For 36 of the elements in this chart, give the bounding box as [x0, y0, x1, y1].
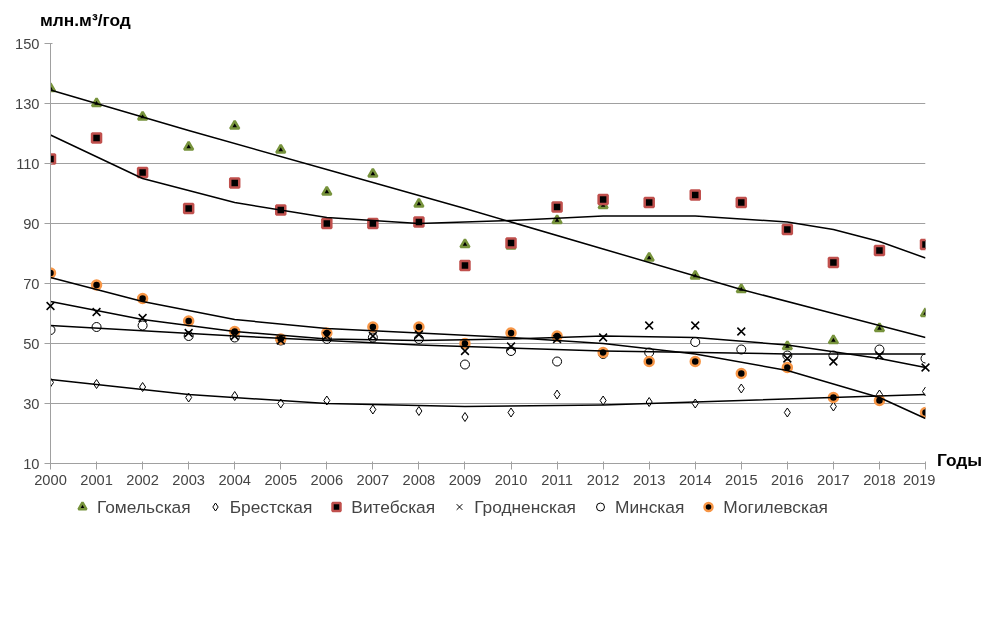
x-tick-label: 2003: [172, 471, 205, 488]
x-tick-label: 2013: [632, 471, 666, 488]
x-tick-label: 2006: [310, 471, 344, 488]
x-tick-label: 2001: [80, 471, 113, 488]
y-tick-label: 150: [15, 35, 40, 52]
x-tick-label: 2000: [34, 471, 67, 488]
y-tick-label: 90: [23, 215, 40, 232]
x-tick-label: 2014: [678, 471, 712, 488]
x-tick-label: 2017: [817, 471, 850, 488]
x-tick-label: 2016: [771, 471, 804, 488]
x-tick-label: 2007: [356, 471, 390, 488]
legend-label: Гродненская: [474, 496, 576, 518]
y-tick-label: 30: [23, 395, 40, 412]
y-tick-label: 70: [23, 275, 40, 292]
x-tick-label: 2008: [402, 471, 436, 488]
y-tick-label: 50: [23, 335, 40, 352]
x-tick-label: 2012: [586, 471, 620, 488]
legend-label: Гомельская: [97, 496, 191, 518]
x-tick-label: 2009: [448, 471, 482, 488]
x-tick-label: 2004: [218, 471, 252, 488]
x-tick-label: 2015: [724, 471, 758, 488]
x-tick-label: 2010: [494, 471, 528, 488]
x-axis-title: Годы: [937, 448, 983, 472]
legend-label: Витебская: [351, 496, 436, 518]
legend-label: Минская: [614, 496, 685, 518]
y-tick-label: 10: [23, 455, 40, 472]
x-tick-label: 2002: [126, 471, 159, 488]
y-tick-label: 110: [16, 155, 40, 172]
x-tick-label: 2018: [863, 471, 896, 488]
legend-label: Могилевская: [723, 496, 828, 518]
x-tick-label: 2019: [902, 471, 936, 488]
y-axis-title: млн.м³/год: [40, 9, 131, 32]
x-tick-label: 2005: [264, 471, 298, 488]
x-tick-label: 2011: [541, 471, 573, 488]
y-tick-label: 130: [15, 95, 40, 112]
legend-label: Брестская: [229, 496, 313, 518]
